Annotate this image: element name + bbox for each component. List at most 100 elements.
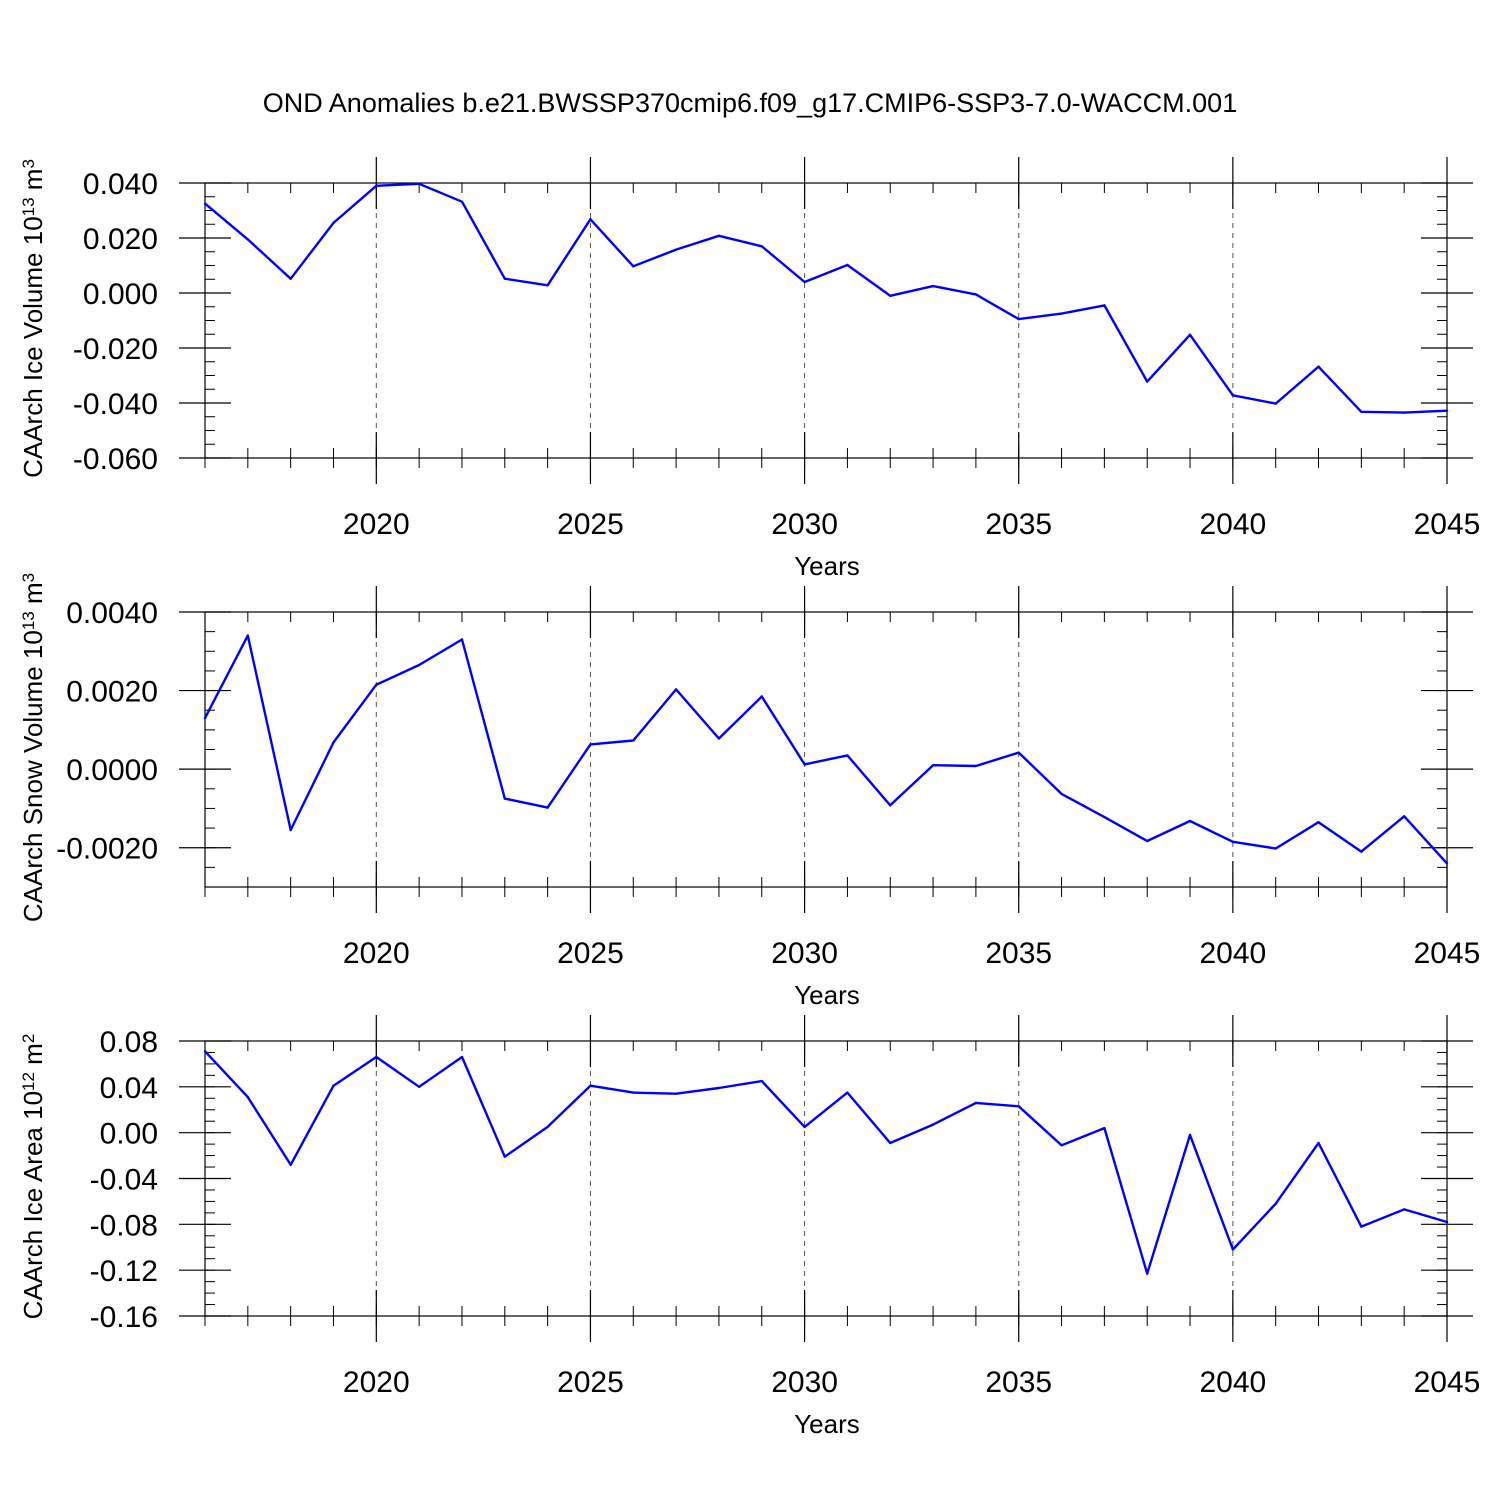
y-tick-label: -0.020 xyxy=(73,333,158,366)
series-line xyxy=(203,634,1448,865)
y-tick-label: 0.0040 xyxy=(66,597,158,630)
plot-frame xyxy=(204,1040,1448,1317)
data-point xyxy=(1274,402,1277,405)
data-point xyxy=(1188,819,1192,823)
data-point xyxy=(332,741,335,744)
x-axis-title: Years xyxy=(794,551,860,581)
data-point xyxy=(803,763,806,766)
x-tick-label: 2020 xyxy=(343,508,410,541)
data-point xyxy=(760,695,763,698)
y-axis-title-part: CAArch Ice Volume 10 xyxy=(18,216,48,478)
data-point xyxy=(1317,820,1320,824)
data-point xyxy=(589,1084,592,1087)
data-point xyxy=(1188,333,1192,336)
y-axis-title-part: m xyxy=(18,1043,48,1072)
data-point xyxy=(1360,850,1363,853)
data-point xyxy=(246,634,250,637)
y-tick-label: 0.040 xyxy=(83,168,158,201)
data-point xyxy=(674,688,678,691)
data-point xyxy=(1060,1144,1063,1147)
data-point xyxy=(1274,847,1277,850)
data-point xyxy=(974,293,978,296)
y-tick-label: 0.0000 xyxy=(66,754,158,787)
data-point xyxy=(931,1123,935,1126)
data-point xyxy=(717,1086,721,1090)
data-point xyxy=(203,202,207,205)
data-point xyxy=(931,284,935,288)
data-point xyxy=(375,184,378,187)
y-tick-label: 0.08 xyxy=(100,1026,158,1059)
data-point xyxy=(417,182,421,186)
data-point xyxy=(846,263,849,267)
y-axis-title-superscript: 3 xyxy=(19,573,38,582)
chart-panel-3: -0.16 -0.12 -0.08 -0.04 0.00 0.04 0.08 2020 2025… xyxy=(18,1015,1480,1439)
data-point xyxy=(846,1091,849,1094)
data-point xyxy=(1231,394,1235,397)
x-tick-label: 2020 xyxy=(343,937,410,970)
x-tick-label: 2025 xyxy=(557,508,624,541)
data-point xyxy=(289,828,292,832)
data-point xyxy=(589,743,592,746)
data-point xyxy=(375,683,378,686)
data-point xyxy=(1317,1141,1320,1145)
x-tick-label: 2030 xyxy=(771,508,838,541)
data-point xyxy=(546,284,549,287)
data-point xyxy=(546,1125,549,1129)
data-point xyxy=(717,234,721,237)
data-point xyxy=(632,739,635,742)
y-tick-label: -0.04 xyxy=(90,1164,158,1197)
y-axis-title-superscript: 3 xyxy=(19,159,38,168)
data-point xyxy=(632,1091,635,1094)
data-point xyxy=(1188,1133,1192,1137)
data-point xyxy=(1017,751,1020,754)
data-point xyxy=(1402,815,1406,818)
y-axis-title-part: CAArch Snow Volume 10 xyxy=(18,630,48,922)
data-point xyxy=(1060,792,1063,796)
data-point xyxy=(246,238,250,241)
data-point xyxy=(1445,862,1449,865)
data-point xyxy=(503,797,506,800)
y-tick-label: -0.040 xyxy=(73,388,158,421)
data-point xyxy=(760,245,763,248)
data-point xyxy=(1445,409,1449,412)
data-point xyxy=(1445,1220,1449,1224)
data-point xyxy=(1103,304,1106,307)
y-axis-title-superscript: 12 xyxy=(19,1072,38,1091)
y-axis-title-part: m xyxy=(18,582,48,611)
data-point xyxy=(1274,1202,1277,1205)
x-tick-label: 2045 xyxy=(1414,1366,1481,1399)
y-axis-title-superscript: 2 xyxy=(19,1034,38,1043)
y-axis-title: CAArch Ice Volume 1013 m3 xyxy=(18,159,48,478)
panels-container: -0.060 -0.040 -0.020 0.000 0.020 0.040 2020 202… xyxy=(18,157,1480,1439)
x-axis-title: Years xyxy=(794,980,860,1010)
data-point xyxy=(203,1050,207,1053)
y-tick-label: 0.0020 xyxy=(66,676,158,709)
data-point xyxy=(1017,317,1020,321)
data-point xyxy=(931,764,935,767)
data-point xyxy=(1360,410,1363,413)
data-point xyxy=(974,764,978,768)
chart-panel-2: -0.0020 0.0000 0.0020 0.0040 2020 2025 2030 203… xyxy=(18,573,1480,1010)
data-point xyxy=(546,806,549,809)
data-point xyxy=(1146,839,1149,843)
data-point xyxy=(589,218,592,221)
x-tick-label: 2035 xyxy=(985,508,1052,541)
data-point xyxy=(1146,380,1149,383)
data-point xyxy=(1317,365,1320,368)
x-tick-label: 2025 xyxy=(557,937,624,970)
data-point xyxy=(246,1095,250,1099)
data-point xyxy=(503,277,506,280)
data-point xyxy=(503,1155,506,1158)
data-point xyxy=(203,716,207,720)
y-axis-title-part: CAArch Ice Area 10 xyxy=(18,1091,48,1319)
data-point xyxy=(1231,840,1235,844)
data-point xyxy=(1360,1225,1363,1228)
x-tick-label: 2040 xyxy=(1199,937,1266,970)
x-tick-label: 2035 xyxy=(985,1366,1052,1399)
y-tick-label: -0.12 xyxy=(90,1255,158,1288)
x-tick-label: 2045 xyxy=(1414,508,1481,541)
y-tick-label: 0.04 xyxy=(100,1072,158,1105)
y-tick-label: 0.020 xyxy=(83,223,158,256)
x-tick-label: 2040 xyxy=(1199,508,1266,541)
data-point xyxy=(460,200,464,203)
